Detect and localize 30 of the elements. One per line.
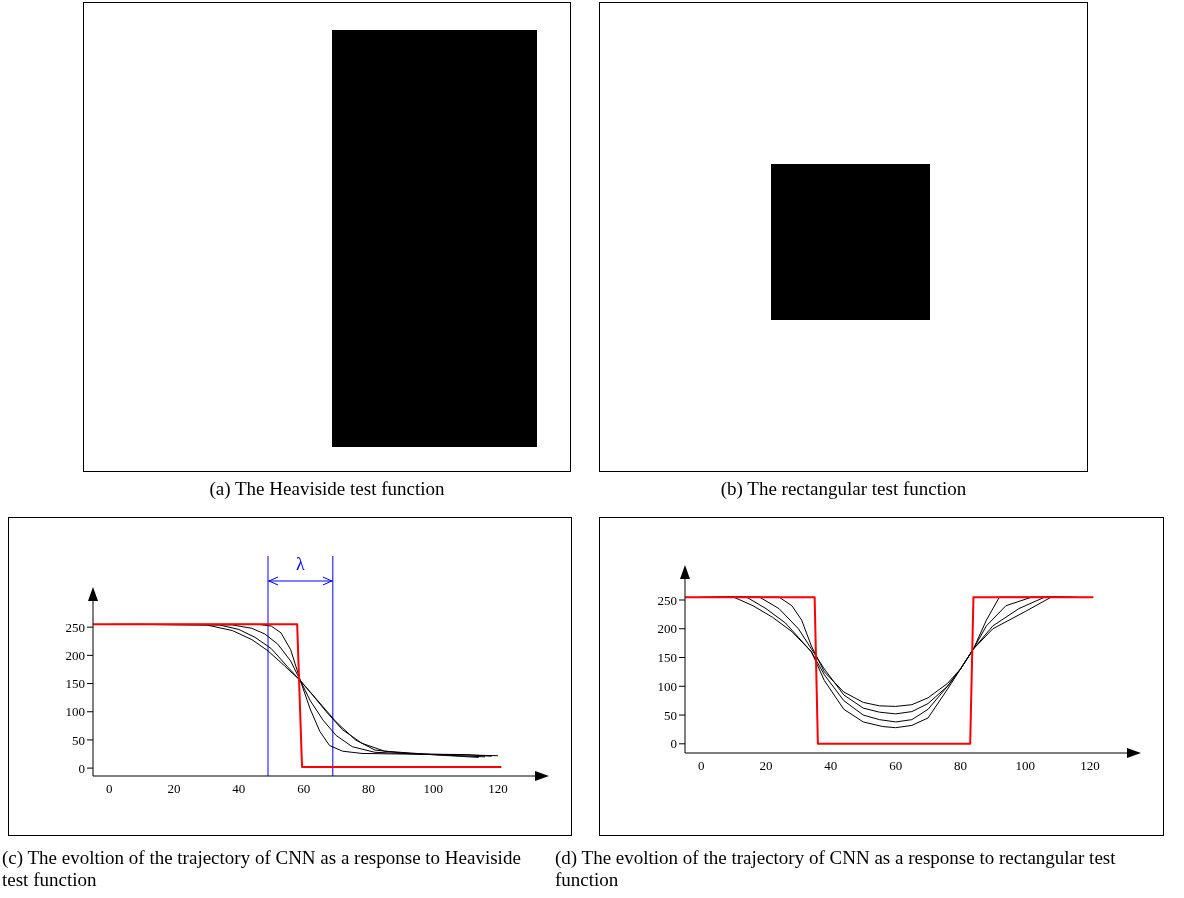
x-tick-label: 120 (488, 781, 508, 797)
x-tick-label: 60 (889, 758, 903, 774)
x-tick-label: 0 (697, 758, 705, 774)
x-tick-label: 20 (759, 758, 773, 774)
y-tick-label: 100 (657, 678, 677, 694)
x-tick-label: 20 (167, 781, 181, 797)
x-tick-label: 120 (1080, 758, 1100, 774)
text: (a) The Heaviside test function (208, 478, 446, 500)
text: (c) The evoltion of the trajectory of CNN as a response to Heaviside test function (2, 847, 522, 891)
x-tick-label: 80 (953, 758, 967, 774)
x-tick-label: 0 (105, 781, 113, 797)
y-tick-label: 50 (72, 732, 85, 748)
text: (d) The evoltion of the trajectory of CNN as a response to rectangular test function (555, 847, 1117, 891)
x-tick-label: 40 (232, 781, 246, 797)
y-tick-label: 250 (65, 619, 85, 635)
y-tick-label: 50 (664, 707, 677, 723)
y-tick-label: 0 (670, 736, 677, 752)
y-tick-label: 250 (657, 592, 677, 608)
y-tick-label: 100 (65, 704, 85, 720)
x-tick-label: 100 (1015, 758, 1036, 774)
x-tick-label: 100 (423, 781, 444, 797)
y-tick-label: 150 (65, 676, 85, 692)
y-tick-label: 200 (657, 621, 677, 637)
x-tick-label: 60 (297, 781, 311, 797)
y-tick-label: 150 (657, 650, 677, 666)
text: (b) The rectangular test function (719, 478, 968, 500)
y-tick-label: 200 (65, 647, 85, 663)
x-tick-label: 80 (361, 781, 375, 797)
text: λ (295, 554, 306, 575)
x-tick-label: 40 (824, 758, 838, 774)
